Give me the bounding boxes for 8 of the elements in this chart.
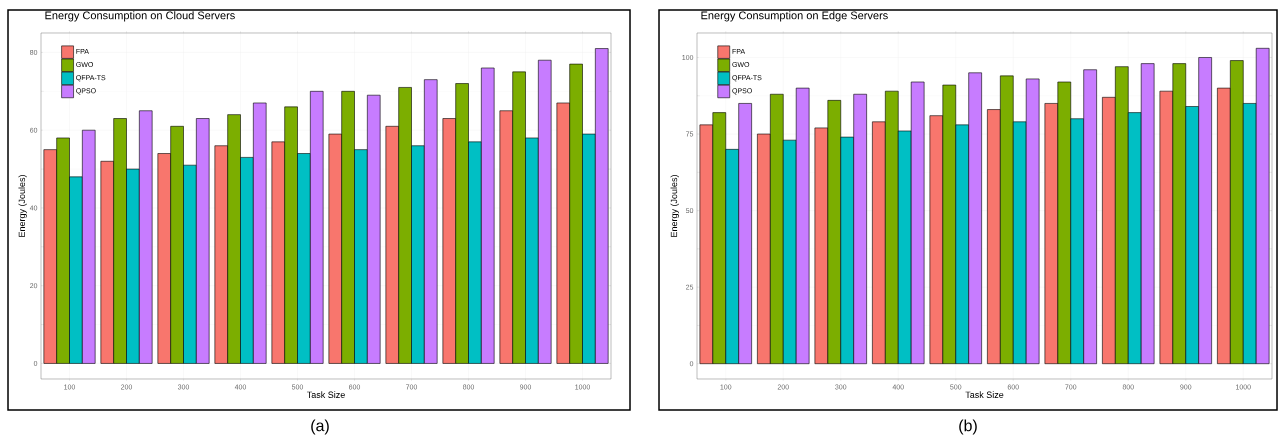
x-axis-title: Task Size (965, 391, 1004, 398)
text: (a) (311, 419, 329, 435)
y-axis-title: Energy (Joules) (18, 175, 27, 237)
text: (b) (959, 419, 977, 435)
x-axis-title: Task Size (306, 391, 345, 398)
chart-title: Energy Consumption on Edge Servers (701, 11, 888, 22)
chart-title: Energy Consumption on Cloud Servers (45, 11, 235, 22)
y-axis-title: Energy (Joules) (670, 175, 679, 237)
